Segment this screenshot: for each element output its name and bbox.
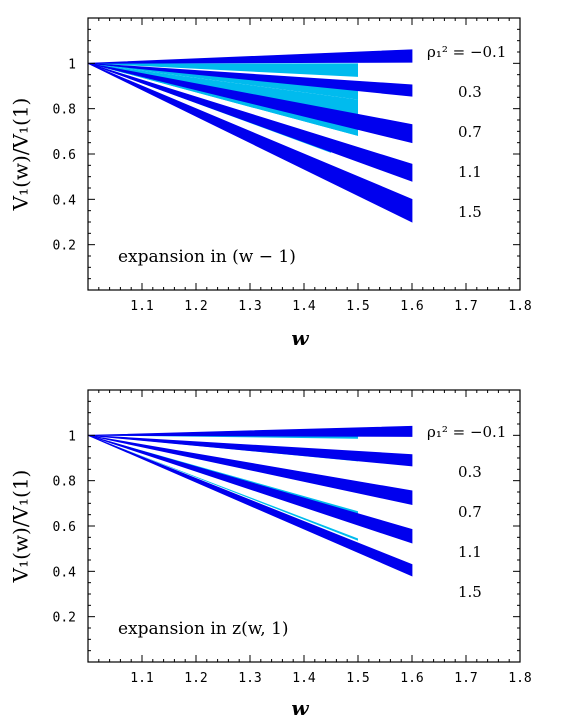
light-band-series-0 xyxy=(88,63,358,77)
y-tick-label: 0.8 xyxy=(53,475,76,490)
bands xyxy=(87,49,413,223)
x-tick-label: 1.3 xyxy=(238,671,261,686)
curve-label: 1.1 xyxy=(458,163,482,181)
band-series-3 xyxy=(87,62,413,182)
band-series-3 xyxy=(87,434,413,544)
y-tick-label: 1 xyxy=(68,57,76,72)
y-tick-label: 1 xyxy=(68,429,76,444)
band-series-2 xyxy=(87,434,413,505)
x-tick-label: 1.1 xyxy=(130,299,153,314)
x-tick-label: 1.6 xyxy=(400,299,423,314)
curve-label: 0.7 xyxy=(458,503,482,521)
curve-label: 0.3 xyxy=(458,463,482,481)
x-axis-label: w xyxy=(291,696,309,720)
chart-panel-bottom: 1.1 1.2 1.3 1.4 1.5 1.6 1.7 1.8 0.2 0.4 0.6 0.8 1 w V₁… xyxy=(9,389,532,720)
y-tick-label: 0.2 xyxy=(53,611,76,626)
band-series-4 xyxy=(87,62,413,223)
y-axis-label: V₁(w)/V₁(1) xyxy=(9,470,33,584)
curve-label: ρ₁² = −0.1 xyxy=(427,423,506,441)
x-tick-label: 1.5 xyxy=(346,299,369,314)
x-tick-label: 1.2 xyxy=(184,671,207,686)
x-tick-label: 1.4 xyxy=(292,299,316,314)
curve-label: 0.3 xyxy=(458,83,482,101)
y-tick-label: 0.4 xyxy=(53,193,77,208)
light-band-series-4 xyxy=(88,435,358,541)
y-tick-label: 0.2 xyxy=(53,239,76,254)
bands xyxy=(87,425,413,577)
chart-panel-top: 1.1 1.2 1.3 1.4 1.5 1.6 1.7 1.8 0.2 0.4 0.6 0.8 1 w V₁… xyxy=(9,17,532,350)
band-series-1 xyxy=(87,434,413,467)
y-axis-label: V₁(w)/V₁(1) xyxy=(9,98,33,212)
x-axis-label: w xyxy=(291,326,309,350)
band-series-2 xyxy=(87,62,413,144)
light-band-series-2 xyxy=(88,63,358,136)
curve-label: 1.1 xyxy=(458,543,482,561)
x-tick-label: 1.8 xyxy=(508,299,531,314)
y-tick-label: 0.6 xyxy=(53,520,76,535)
curve-label: 1.5 xyxy=(458,203,482,221)
curve-label: 1.5 xyxy=(458,583,482,601)
band-series-0 xyxy=(87,49,413,64)
band-series-0 xyxy=(87,425,413,437)
x-tick-label: 1.6 xyxy=(400,671,423,686)
x-tick-label: 1.7 xyxy=(454,671,477,686)
y-tick-label: 0.6 xyxy=(53,148,76,163)
y-tick-label: 0.8 xyxy=(53,103,76,118)
x-tick-label: 1.4 xyxy=(292,671,316,686)
x-tick-label: 1.1 xyxy=(130,671,153,686)
x-tick-label: 1.2 xyxy=(184,299,207,314)
x-tick-label: 1.8 xyxy=(508,671,531,686)
x-tick-label: 1.3 xyxy=(238,299,261,314)
band-series-1 xyxy=(87,62,413,97)
curve-label: ρ₁² = −0.1 xyxy=(427,43,506,61)
expansion-annotation: expansion in z(w, 1) xyxy=(118,619,289,639)
ticks xyxy=(88,390,520,662)
ticks xyxy=(88,18,520,290)
curve-label: 0.7 xyxy=(458,123,482,141)
y-tick-label: 0.4 xyxy=(53,565,77,580)
x-tick-label: 1.5 xyxy=(346,671,369,686)
band-series-4 xyxy=(87,434,413,577)
expansion-annotation: expansion in (w − 1) xyxy=(118,247,296,267)
x-tick-label: 1.7 xyxy=(454,299,477,314)
